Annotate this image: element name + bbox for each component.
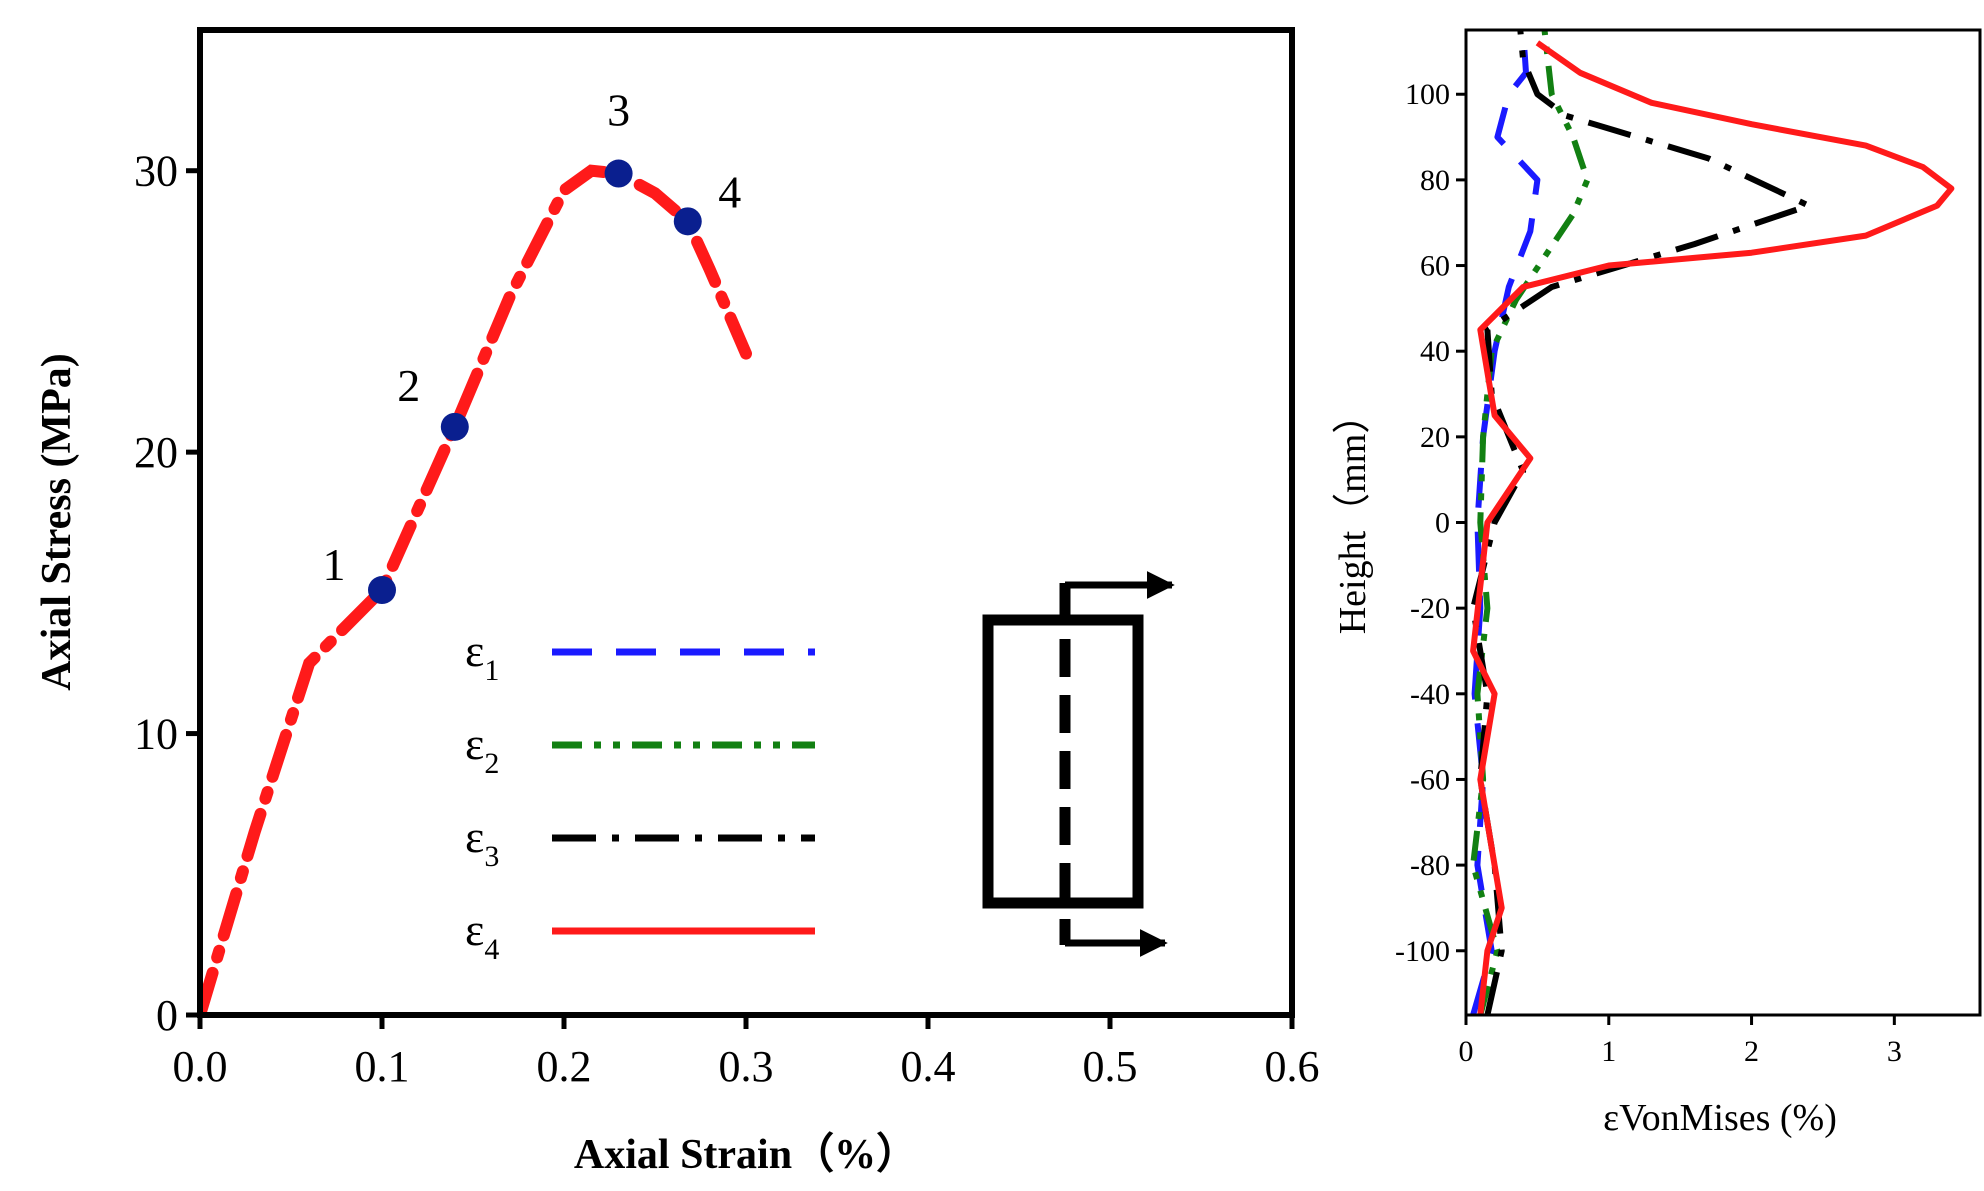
left-legend: ε1 ε2 ε3 ε4 — [465, 625, 815, 966]
x-tick-label: 0.2 — [537, 1042, 592, 1091]
y-tick-label: 40 — [1420, 335, 1450, 368]
y-tick-label: 20 — [134, 428, 178, 477]
y-tick-label: 100 — [1405, 78, 1450, 111]
y-tick-label: -40 — [1410, 678, 1450, 711]
loading-point-1 — [368, 576, 396, 605]
loading-point-label: 3 — [607, 85, 630, 136]
y-tick-label: 0 — [1435, 507, 1450, 540]
left-y-axis-title: Axial Stress (MPa) — [34, 353, 80, 691]
x-tick-label: 3 — [1887, 1035, 1902, 1068]
loading-point-label: 2 — [397, 360, 420, 411]
x-tick-label: 1 — [1601, 1035, 1616, 1068]
x-tick-label: 2 — [1744, 1035, 1759, 1068]
y-tick-label: -80 — [1410, 849, 1450, 882]
stress-strain-curve — [200, 164, 752, 1015]
x-tick-label: 0.5 — [1083, 1042, 1138, 1091]
stress-strain-chart: 1 2 3 4 0.0 0.1 0.2 0.3 0.4 0.5 0.6 0 10 20 30 Axial… — [34, 27, 1320, 1178]
y-tick-label: 60 — [1420, 250, 1450, 283]
y-tick-label: -60 — [1410, 763, 1450, 796]
y-tick-label: 80 — [1420, 164, 1450, 197]
right-plot-frame — [1464, 28, 1982, 1017]
legend-label: ε3 — [465, 811, 499, 873]
strain-profile-line-2 — [1470, 30, 1591, 1015]
right-x-axis-title: εVonMises (%) — [1603, 1097, 1837, 1139]
y-tick-label: 20 — [1420, 421, 1450, 454]
x-tick-label: 0.1 — [355, 1042, 410, 1091]
y-tick-label: 10 — [134, 710, 178, 759]
strain-profile-line-3 — [1470, 30, 1812, 1015]
y-tick-label: 30 — [134, 147, 178, 196]
legend-label: ε2 — [465, 718, 499, 780]
y-tick-label: -100 — [1395, 935, 1450, 968]
loading-point-2 — [440, 412, 469, 441]
specimen-schematic — [982, 571, 1175, 957]
y-tick-label: 0 — [156, 991, 178, 1040]
loading-point-label: 1 — [323, 539, 346, 590]
strain-profile-line-1 — [1470, 30, 1541, 1015]
loading-point-4 — [673, 207, 702, 236]
y-tick-label: -20 — [1410, 592, 1450, 625]
left-x-axis-title: Axial Strain（%） — [574, 1131, 918, 1178]
x-tick-label: 0.4 — [901, 1042, 956, 1091]
loading-point-label: 4 — [718, 166, 741, 217]
x-tick-label: 0.0 — [173, 1042, 228, 1091]
x-tick-label: 0.3 — [719, 1042, 774, 1091]
strain-profile-line-4 — [1470, 40, 1955, 1015]
right-y-axis-title: Height（mm） — [1332, 396, 1374, 635]
legend-label: ε1 — [465, 625, 499, 687]
left-plot-frame — [197, 27, 1295, 1018]
legend-label: ε4 — [465, 904, 499, 966]
x-tick-label: 0.6 — [1265, 1042, 1320, 1091]
loading-point-3 — [604, 159, 633, 188]
von-mises-height-chart: 0 1 2 3 100 80 60 40 20 0 -20 -40 -60 -80 -100 εVonMi… — [1332, 28, 1982, 1139]
x-tick-label: 0 — [1459, 1035, 1474, 1068]
